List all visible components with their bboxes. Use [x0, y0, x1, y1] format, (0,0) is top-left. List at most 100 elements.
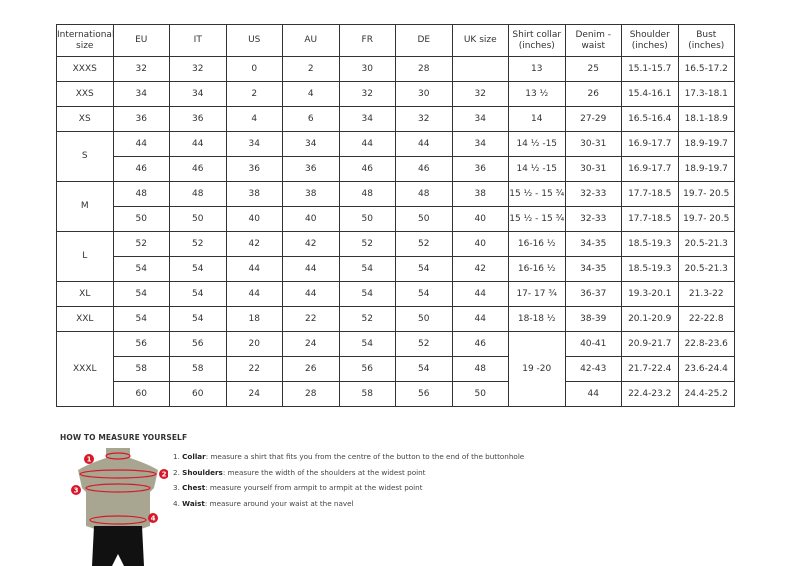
table-cell: 54	[112, 256, 170, 282]
step-collar: 1. Collar: measure a shirt that fits you…	[173, 452, 524, 468]
table-cell: 54	[395, 256, 453, 282]
table-cell: 46	[169, 156, 227, 182]
table-row: XL 54 54 44 44 54 54 44 17- 17 ¾ 36-37 19.3-20.1 21…	[56, 281, 735, 307]
table-cell: 54	[338, 331, 396, 357]
step-text: : measure yourself from armpit to armpit…	[205, 483, 423, 492]
table-cell: 13	[508, 56, 566, 82]
table-cell: 32	[395, 106, 453, 132]
table-cell: 56	[338, 356, 396, 382]
table-cell: 52	[112, 231, 170, 257]
step-num: 3.	[173, 483, 180, 492]
table-cell: 44	[395, 131, 453, 157]
measurement-figure: 1 2 3 4	[71, 448, 168, 566]
table-cell: 32	[169, 56, 227, 82]
table-cell: 44	[225, 281, 283, 307]
step-term: Collar	[182, 452, 206, 461]
table-cell: 23.6-24.4	[677, 356, 735, 382]
table-cell: 20.5-21.3	[677, 231, 735, 257]
table-cell: 56	[395, 381, 453, 407]
table-cell: 18-18 ½	[508, 306, 566, 332]
table-cell: 44	[169, 131, 227, 157]
table-cell: 48	[112, 181, 170, 207]
table-cell: 34-35	[564, 231, 622, 257]
table-cell: 21.3-22	[677, 281, 735, 307]
table-cell: 28	[282, 381, 340, 407]
table-cell: 18.9-19.7	[677, 131, 735, 157]
table-cell: 15 ½ - 15 ¾	[508, 181, 566, 207]
table-cell: 44	[451, 281, 509, 307]
table-cell: 30	[338, 56, 396, 82]
table-cell: 22	[282, 306, 340, 332]
table-cell: 6	[282, 106, 340, 132]
table-cell: 32	[451, 81, 509, 107]
table-cell: 50	[338, 206, 396, 232]
table-cell: 20.5-21.3	[677, 256, 735, 282]
table-cell: 30-31	[564, 156, 622, 182]
table-cell: 36	[225, 156, 283, 182]
table-cell: 34	[225, 131, 283, 157]
table-cell: 52	[395, 231, 453, 257]
table-cell: 38	[451, 181, 509, 207]
size-label-cell: S	[56, 131, 114, 182]
step-term: Waist	[182, 498, 205, 508]
table-cell: 36	[451, 156, 509, 182]
table-cell: 32	[338, 81, 396, 107]
table-cell: 21.7-22.4	[621, 356, 679, 382]
table-cell: 20.9-21.7	[621, 331, 679, 357]
table-cell: 60	[112, 381, 170, 407]
marker-4: 4	[151, 515, 156, 523]
table-cell: 44	[451, 306, 509, 332]
column-header: Bust (inches)	[677, 24, 735, 57]
table-cell: 13 ½	[508, 81, 566, 107]
table-cell: 14 ½ -15	[508, 156, 566, 182]
table-cell: 27-29	[564, 106, 622, 132]
column-header: DE	[395, 24, 453, 57]
table-cell: 44	[282, 281, 340, 307]
column-header: International size	[56, 24, 114, 57]
table-row: 58 58 22 26 56 54 48 42-43 21.7-22.4 23.6-24.4	[57, 356, 735, 382]
table-cell: 24.4-25.2	[677, 381, 735, 407]
table-cell: 40	[225, 206, 283, 232]
table-cell: 14	[508, 106, 566, 132]
table-cell: 42	[282, 231, 340, 257]
table-cell: 18.1-18.9	[677, 106, 735, 132]
table-cell: 14 ½ -15	[508, 131, 566, 157]
table-cell: 54	[112, 281, 170, 307]
table-cell: 34	[451, 131, 509, 157]
step-text: : measure around your waist at the navel	[204, 498, 354, 508]
table-row: 60 60 24 28 58 56 50 44 22.4-23.2 24.4-25.2	[57, 381, 735, 407]
table-cell: 38-39	[564, 306, 622, 332]
table-cell: 26	[564, 81, 622, 107]
table-cell: 56	[112, 331, 170, 357]
header-row: International size EU IT US AU FR DE UK size Shi…	[56, 24, 735, 57]
size-label-cell: L	[56, 231, 114, 282]
step-chest: 3. Chest: measure yourself from armpit t…	[173, 483, 524, 499]
table-cell: 58	[169, 356, 227, 382]
table-cell: 52	[395, 331, 453, 357]
size-label-cell: XXL	[56, 306, 114, 332]
table-row: XXS 34 34 2 4 32 30 32 13 ½ 26 15.4-16.1 17.3-18.1	[56, 81, 735, 107]
table-cell: 18.5-19.3	[621, 231, 679, 257]
table-cell: 22.8-23.6	[677, 331, 735, 357]
table-cell: 42-43	[564, 356, 622, 382]
table-cell: 19.3-20.1	[621, 281, 679, 307]
table-cell	[451, 56, 509, 82]
table-cell: 17.7-18.5	[621, 181, 679, 207]
step-term: Shoulders	[182, 467, 223, 477]
table-cell: 44	[112, 131, 170, 157]
table-row: M 48 48 38 38 48 48 38 15 ½ - 15 ¾ 32-33 17.7-18.5…	[56, 181, 735, 232]
column-header: Denim - waist	[564, 24, 622, 57]
table-cell: 24	[282, 331, 340, 357]
step-num: 4.	[173, 498, 180, 508]
column-header: UK size	[451, 24, 509, 57]
table-cell: 36	[112, 106, 170, 132]
step-term: Chest	[182, 483, 206, 492]
step-text: : measure a shirt that fits you from the…	[205, 452, 525, 461]
table-cell: 17.3-18.1	[677, 81, 735, 107]
table-cell: 22	[225, 356, 283, 382]
column-header: Shirt collar (inches)	[508, 24, 566, 57]
table-cell: 34	[112, 81, 170, 107]
table-cell: 38	[225, 181, 283, 207]
table-cell: 36-37	[564, 281, 622, 307]
table-cell: 32	[112, 56, 170, 82]
